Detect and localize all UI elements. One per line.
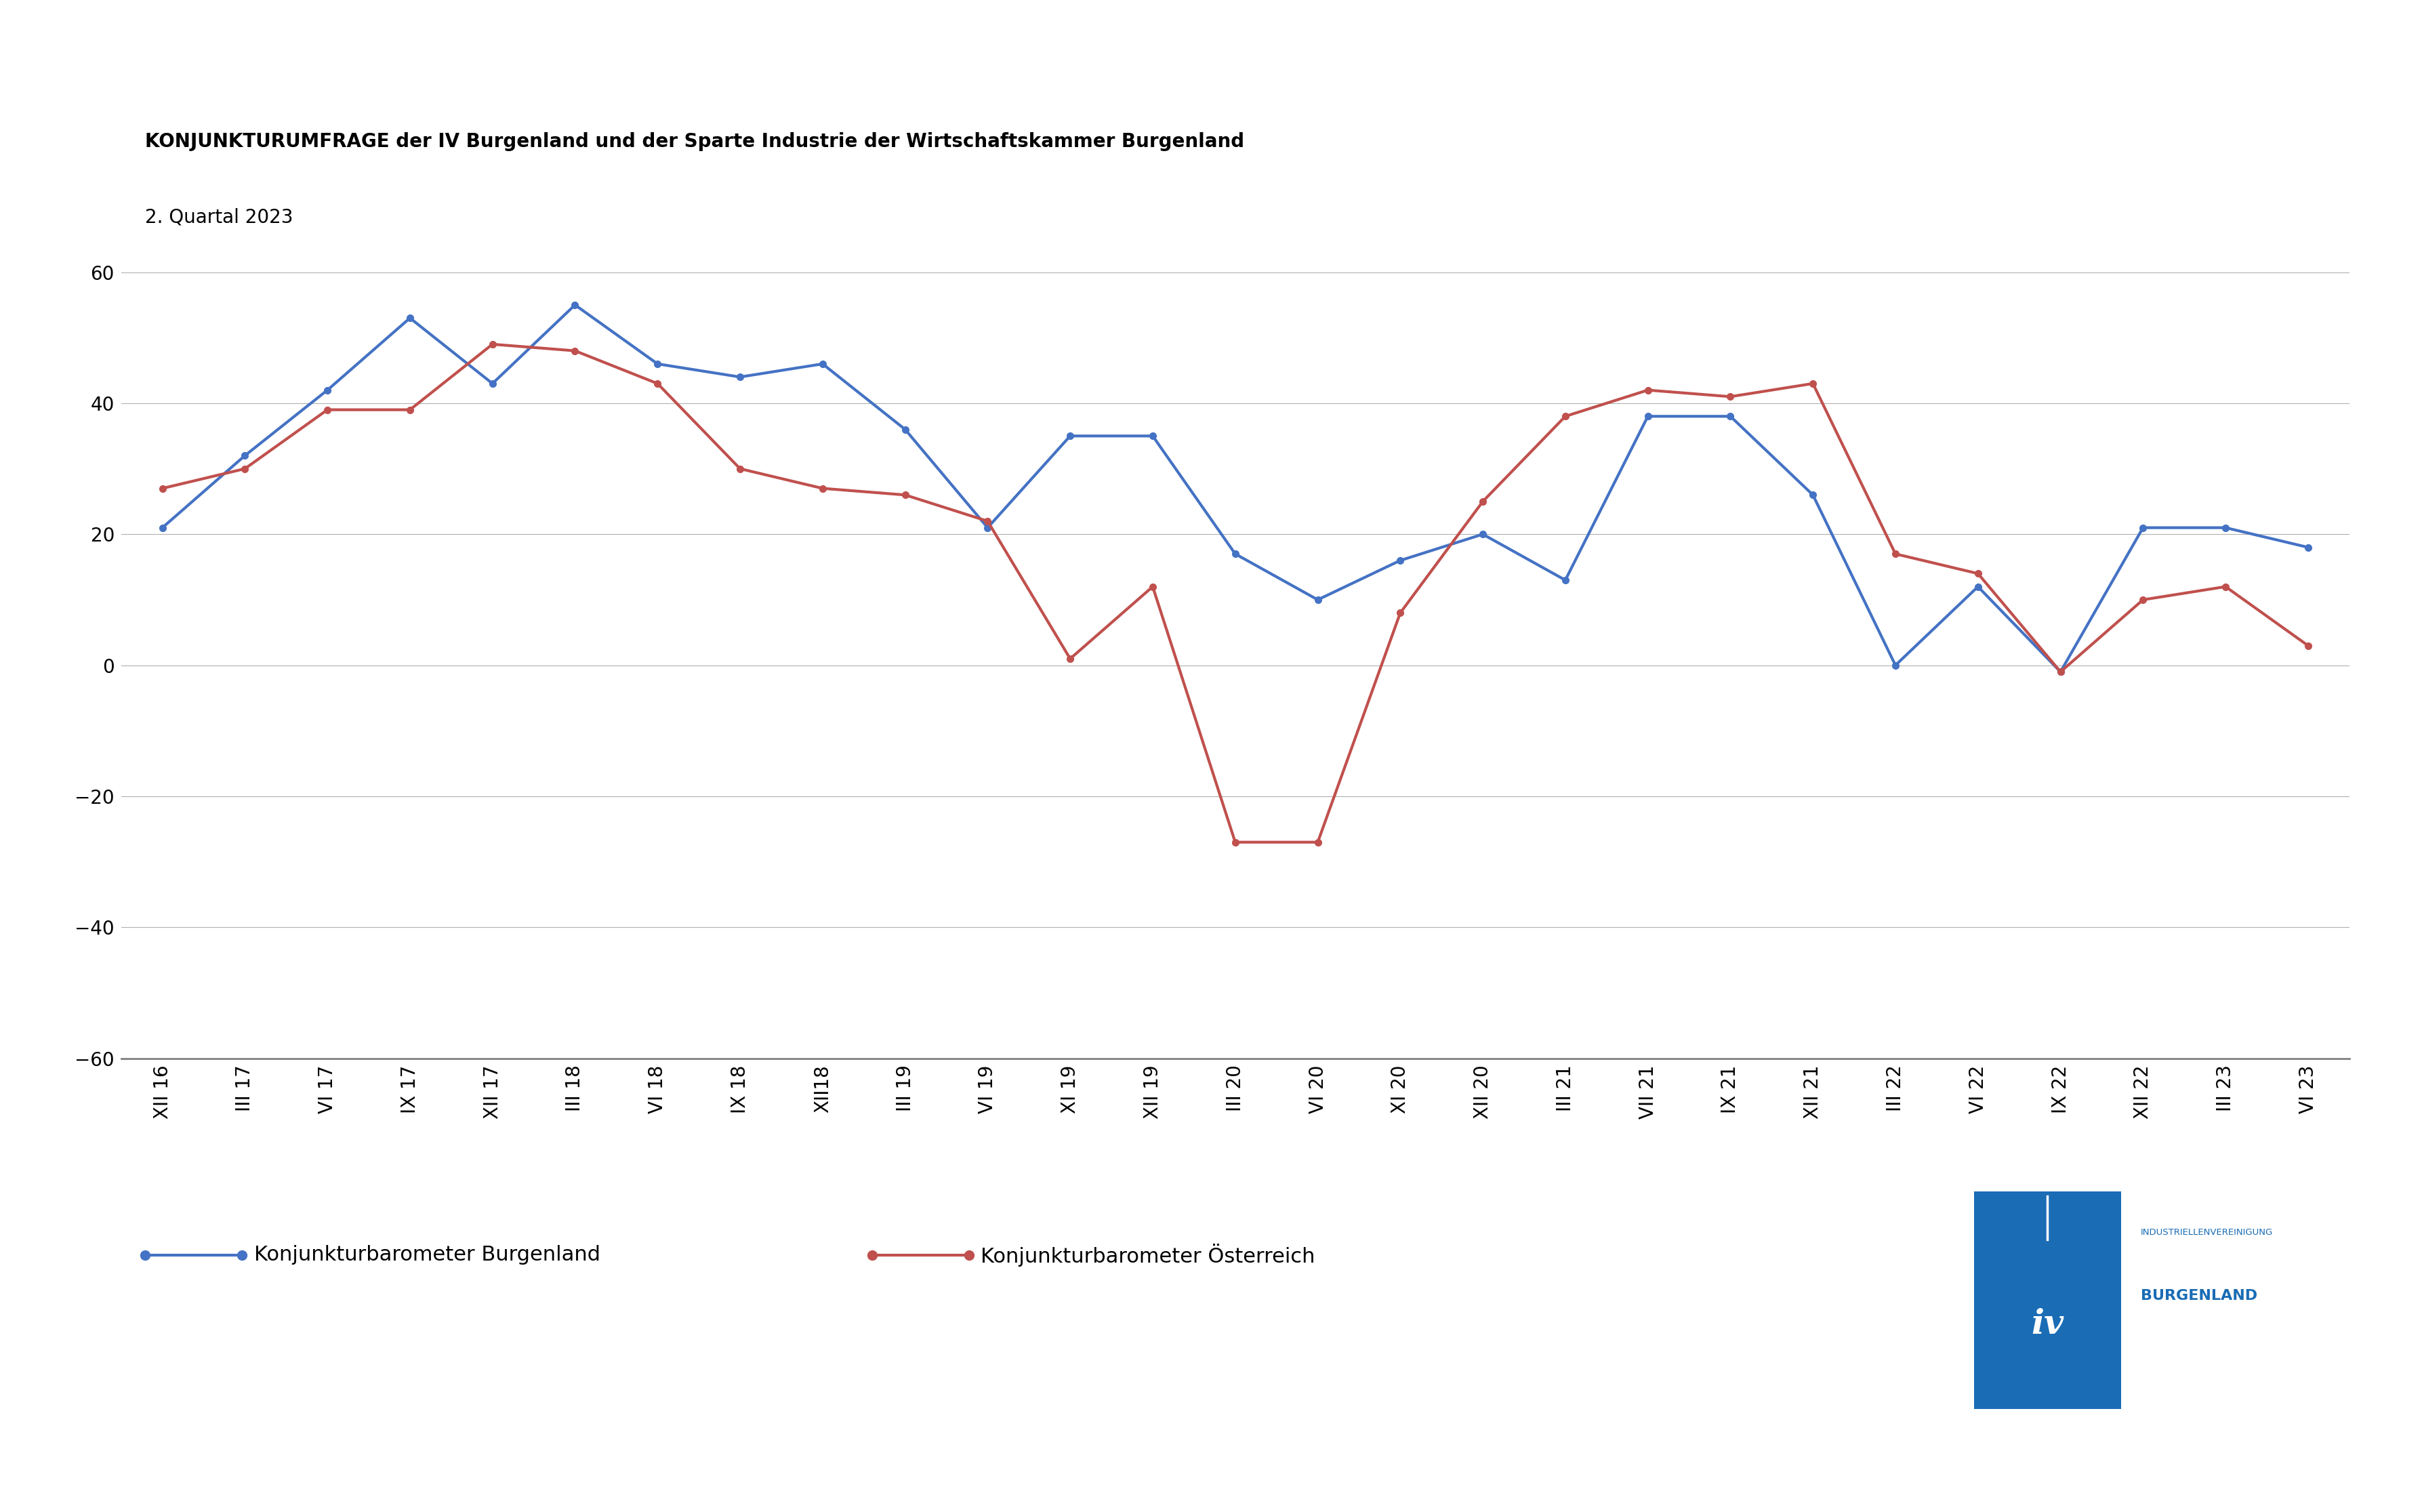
Text: KONJUNKTURUMFRAGE der IV Burgenland und der Sparte Industrie der Wirtschaftskamm: KONJUNKTURUMFRAGE der IV Burgenland und … xyxy=(145,132,1245,151)
Text: BURGENLAND: BURGENLAND xyxy=(2141,1288,2257,1302)
Text: Konjunkturbarometer Burgenland: Konjunkturbarometer Burgenland xyxy=(254,1246,601,1264)
Bar xyxy=(1974,1191,2122,1409)
Text: Konjunkturbarometer Österreich: Konjunkturbarometer Österreich xyxy=(981,1243,1315,1267)
Text: iv: iv xyxy=(2032,1308,2064,1341)
Text: 2. Quartal 2023: 2. Quartal 2023 xyxy=(145,207,293,227)
Text: INDUSTRIELLENVEREINIGUNG: INDUSTRIELLENVEREINIGUNG xyxy=(2141,1228,2272,1237)
